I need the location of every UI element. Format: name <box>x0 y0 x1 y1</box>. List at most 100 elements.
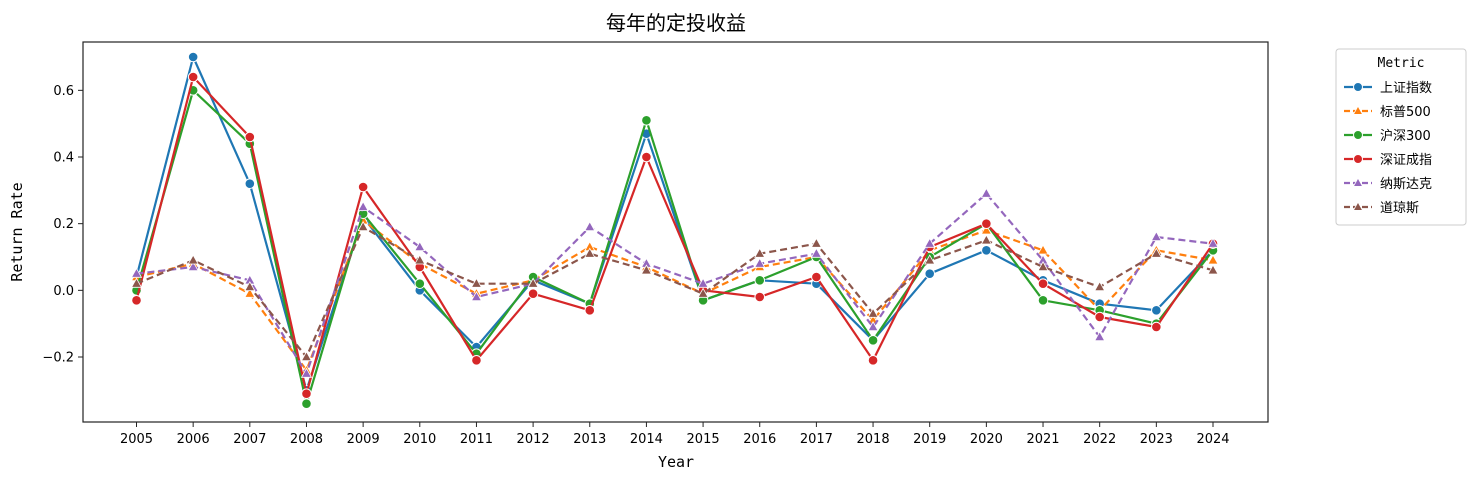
data-point <box>867 320 879 332</box>
data-point <box>1037 295 1049 306</box>
data-point <box>527 277 539 288</box>
x-tick-label: 2007 <box>233 432 266 447</box>
data-point <box>1151 321 1162 333</box>
legend-label: 道琼斯 <box>1380 201 1419 216</box>
data-point <box>300 350 313 362</box>
data-point <box>130 277 143 288</box>
legend-marker <box>1353 82 1363 92</box>
data-point <box>1207 264 1219 275</box>
data-point <box>810 247 823 258</box>
legend-marker <box>1352 177 1364 187</box>
data-point <box>641 115 652 126</box>
data-point <box>1094 311 1105 323</box>
legend-title: Metric <box>1378 56 1425 71</box>
x-tick-label: 2021 <box>1026 432 1059 447</box>
legend-marker <box>1352 105 1364 115</box>
data-point <box>641 151 652 163</box>
data-point <box>867 355 879 366</box>
x-tick-label: 2012 <box>517 432 550 447</box>
data-point <box>980 187 992 198</box>
y-tick-label: 0.2 <box>53 217 74 232</box>
data-point <box>187 51 199 63</box>
plot-area <box>130 51 1219 409</box>
data-point <box>244 287 256 298</box>
series-line <box>136 192 1214 375</box>
y-axis-label: Return Rate <box>8 182 26 281</box>
x-tick-label: 2006 <box>177 432 210 447</box>
legend-item: 标普500 <box>1344 105 1431 120</box>
plot-frame <box>82 41 1269 423</box>
data-point <box>1207 254 1219 265</box>
legend-item: 沪深300 <box>1344 128 1431 144</box>
series-6 <box>130 220 1219 362</box>
legend-item: 深证成指 <box>1344 153 1432 168</box>
series-5 <box>130 187 1219 378</box>
data-point <box>301 398 312 409</box>
data-point <box>471 355 482 366</box>
data-point <box>187 71 199 83</box>
series-line <box>135 89 1214 405</box>
data-point <box>357 181 369 193</box>
data-point <box>527 288 539 299</box>
x-tick-label: 2020 <box>970 432 1003 447</box>
data-point <box>867 335 879 346</box>
x-tick-label: 2018 <box>857 432 890 447</box>
data-point <box>1151 305 1162 316</box>
x-tick-label: 2011 <box>460 432 493 447</box>
data-point <box>1207 237 1219 248</box>
data-point <box>810 237 823 248</box>
legend-item: 上证指数 <box>1344 81 1432 96</box>
data-point <box>584 247 596 258</box>
data-point <box>1037 244 1049 255</box>
data-point <box>1150 247 1162 258</box>
x-tick-label: 2022 <box>1083 432 1116 447</box>
data-point <box>470 277 483 288</box>
x-tick-label: 2005 <box>120 432 153 447</box>
y-tick-label: 0.0 <box>53 284 74 299</box>
x-tick-label: 2008 <box>290 432 323 447</box>
data-point <box>980 224 992 235</box>
data-point <box>357 220 369 232</box>
data-point <box>924 268 936 279</box>
data-point <box>981 245 992 256</box>
legend-marker <box>1353 130 1363 140</box>
series-line <box>135 75 1214 395</box>
y-tick-label: 0.4 <box>53 151 74 166</box>
x-tick-label: 2014 <box>630 432 663 447</box>
data-point <box>754 257 766 268</box>
data-point <box>924 254 936 265</box>
chart-title: 每年的定投收益 <box>606 11 746 35</box>
data-point <box>640 264 653 275</box>
x-tick-label: 2015 <box>687 432 720 447</box>
data-point <box>130 267 143 278</box>
legend-item: 道琼斯 <box>1344 201 1419 216</box>
data-point <box>414 240 426 252</box>
data-point <box>697 277 709 288</box>
data-point <box>980 234 992 245</box>
data-point <box>1150 230 1162 242</box>
legend-label: 深证成指 <box>1380 153 1432 168</box>
data-point <box>187 254 199 265</box>
data-point <box>754 291 766 303</box>
x-axis-label: Year <box>658 453 694 471</box>
legend-label: 上证指数 <box>1380 81 1432 96</box>
legend-marker <box>1353 154 1363 164</box>
x-tick-label: 2017 <box>800 432 833 447</box>
y-tick-label: −0.2 <box>42 351 74 366</box>
x-tick-label: 2009 <box>347 432 380 447</box>
data-point <box>811 271 822 283</box>
data-point <box>357 200 369 212</box>
data-point <box>867 307 879 318</box>
legend-label: 纳斯达克 <box>1380 177 1432 192</box>
x-tick-label: 2010 <box>403 432 436 447</box>
data-point <box>414 254 426 265</box>
data-point <box>244 131 256 143</box>
data-point <box>300 367 313 378</box>
data-point <box>584 220 596 232</box>
data-point <box>584 305 596 316</box>
y-tick-label: 0.6 <box>53 84 74 99</box>
legend-label: 沪深300 <box>1380 128 1431 144</box>
data-point <box>1094 280 1106 292</box>
data-point <box>470 290 483 302</box>
